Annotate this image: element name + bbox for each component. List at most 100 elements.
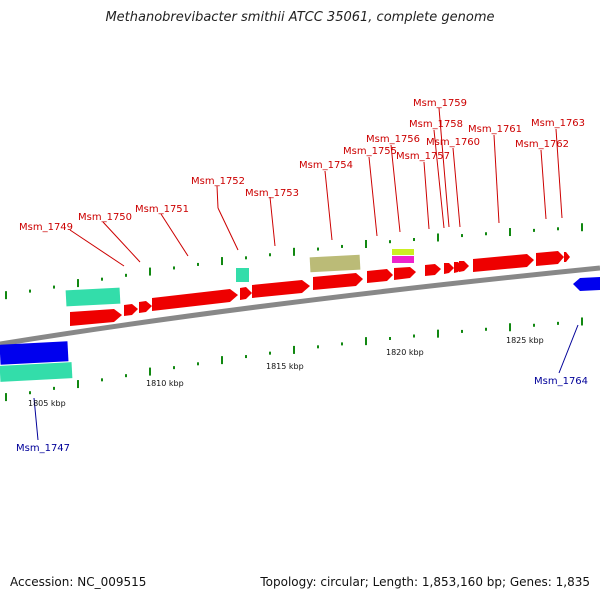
inner-tick [413, 334, 415, 338]
gene-arrow-msm-1758[interactable] [444, 263, 454, 274]
gene-arrow-msm-1749[interactable] [70, 309, 122, 326]
gene-label-msm-1751[interactable]: Msm_1751 [135, 204, 189, 215]
outer-tick [437, 233, 439, 242]
gene-arrow-msm-1761[interactable] [473, 254, 534, 272]
inner-tick [5, 393, 7, 402]
accession-text: Accession: NC_009515 [10, 575, 147, 589]
inner-tick [461, 329, 463, 333]
gene-arrow-msm-1755[interactable] [367, 269, 393, 283]
gene-arrow-msm-1762[interactable] [536, 251, 564, 266]
feature-bar-teal-2[interactable] [236, 268, 249, 282]
outer-tick-arc [5, 223, 583, 300]
gene-label-msm-1756[interactable]: Msm_1756 [366, 134, 420, 145]
outer-tick [341, 244, 343, 248]
inner-tick [581, 317, 583, 326]
feature-bar-teal-1[interactable] [65, 287, 121, 307]
gene-arrow-msm-1752[interactable] [240, 287, 252, 300]
gene-arrow-msm-1757[interactable] [425, 264, 441, 276]
gene-label-msm-1761[interactable]: Msm_1761 [468, 124, 522, 135]
outer-tick [557, 227, 559, 231]
gene-label-msm-1754[interactable]: Msm_1754 [299, 160, 353, 171]
inner-tick [533, 323, 535, 327]
scale-label-1815: 1815 kbp [266, 362, 304, 371]
gene-arrow-msm-1751a[interactable] [139, 301, 152, 313]
inner-tick [125, 374, 127, 378]
genome-backbone [0, 265, 600, 347]
inner-tick [365, 337, 367, 346]
gene-label-msm-1760[interactable]: Msm_1760 [426, 137, 480, 148]
scale-label-1825: 1825 kbp [506, 336, 544, 345]
gene-bar-msm-1747-blue[interactable] [0, 341, 69, 365]
inner-tick [149, 367, 151, 376]
gene-label-msm-1752[interactable]: Msm_1752 [191, 176, 245, 187]
inner-tick [101, 378, 103, 382]
gene-label-msm-1758[interactable]: Msm_1758 [409, 119, 463, 130]
inner-tick [509, 323, 511, 332]
outer-tick [173, 266, 175, 270]
feature-bar-teal-left[interactable] [0, 362, 73, 382]
map-title: Methanobrevibacter smithii ATCC 35061, c… [105, 10, 495, 25]
gene-label-msm-1764[interactable]: Msm_1764 [534, 376, 588, 387]
inner-tick-arc [5, 317, 583, 402]
inner-tick [245, 355, 247, 359]
feature-bar-magenta[interactable] [392, 256, 414, 263]
gene-label-msm-1759[interactable]: Msm_1759 [413, 98, 467, 109]
inner-tick [269, 351, 271, 355]
gene-label-msm-1753[interactable]: Msm_1753 [245, 188, 299, 199]
genome-summary-text: Topology: circular; Length: 1,853,160 bp… [260, 575, 590, 589]
outer-tick [413, 238, 415, 242]
gene-arrow-msm-1750[interactable] [124, 304, 138, 316]
outer-tick [533, 228, 535, 232]
outer-tick [389, 240, 391, 244]
feature-bar-khaki[interactable] [309, 254, 361, 273]
outer-tick [101, 277, 103, 281]
inner-tick [77, 380, 79, 389]
outer-tick [77, 279, 79, 288]
gene-label-msm-1763[interactable]: Msm_1763 [531, 118, 585, 129]
feature-bar-yellow[interactable] [392, 249, 414, 255]
outer-tick [29, 289, 31, 293]
gene-arrow-msm-1760[interactable] [459, 261, 469, 272]
outer-tick [581, 223, 583, 232]
outer-tick [125, 273, 127, 277]
label-leader-lines [69, 107, 563, 267]
outer-tick [221, 257, 223, 266]
inner-tick [317, 345, 319, 349]
gene-label-msm-1762[interactable]: Msm_1762 [515, 139, 569, 150]
gene-label-msm-1749[interactable]: Msm_1749 [19, 222, 73, 233]
outer-tick [149, 267, 151, 276]
outer-tick [509, 228, 511, 237]
outer-tick [365, 239, 367, 248]
inner-tick [197, 362, 199, 366]
inner-tick [437, 329, 439, 338]
inner-tick [389, 336, 391, 340]
outer-tick [269, 253, 271, 257]
outer-tick [197, 262, 199, 266]
outer-tick [317, 247, 319, 251]
gene-arrow-msm-1763[interactable] [564, 252, 570, 262]
scale-label-1805: 1805 kbp [28, 399, 66, 408]
inner-tick [53, 386, 55, 390]
outer-tick [5, 291, 7, 300]
outer-tick [485, 232, 487, 236]
outer-tick [461, 234, 463, 238]
gene-arrow-msm-1753[interactable] [252, 280, 310, 298]
inner-tick [173, 366, 175, 370]
inner-tick [557, 321, 559, 325]
gene-label-msm-1755[interactable]: Msm_1755 [343, 146, 397, 157]
scale-label-1810: 1810 kbp [146, 379, 184, 388]
gene-arrow-msm-1751[interactable] [152, 289, 238, 311]
outer-tick [245, 256, 247, 260]
gene-label-msm-1757[interactable]: Msm_1757 [396, 151, 450, 162]
gene-label-msm-1747[interactable]: Msm_1747 [16, 443, 70, 454]
inner-tick [221, 356, 223, 365]
gene-label-msm-1750[interactable]: Msm_1750 [78, 212, 132, 223]
gene-arrow-msm-1754[interactable] [313, 273, 363, 290]
outer-tick [53, 285, 55, 289]
outer-tick [293, 247, 295, 256]
inner-tick [29, 391, 31, 395]
gene-arrow-msm-1764[interactable] [573, 277, 600, 291]
inner-tick [341, 342, 343, 346]
gene-arrow-msm-1756[interactable] [394, 267, 416, 280]
